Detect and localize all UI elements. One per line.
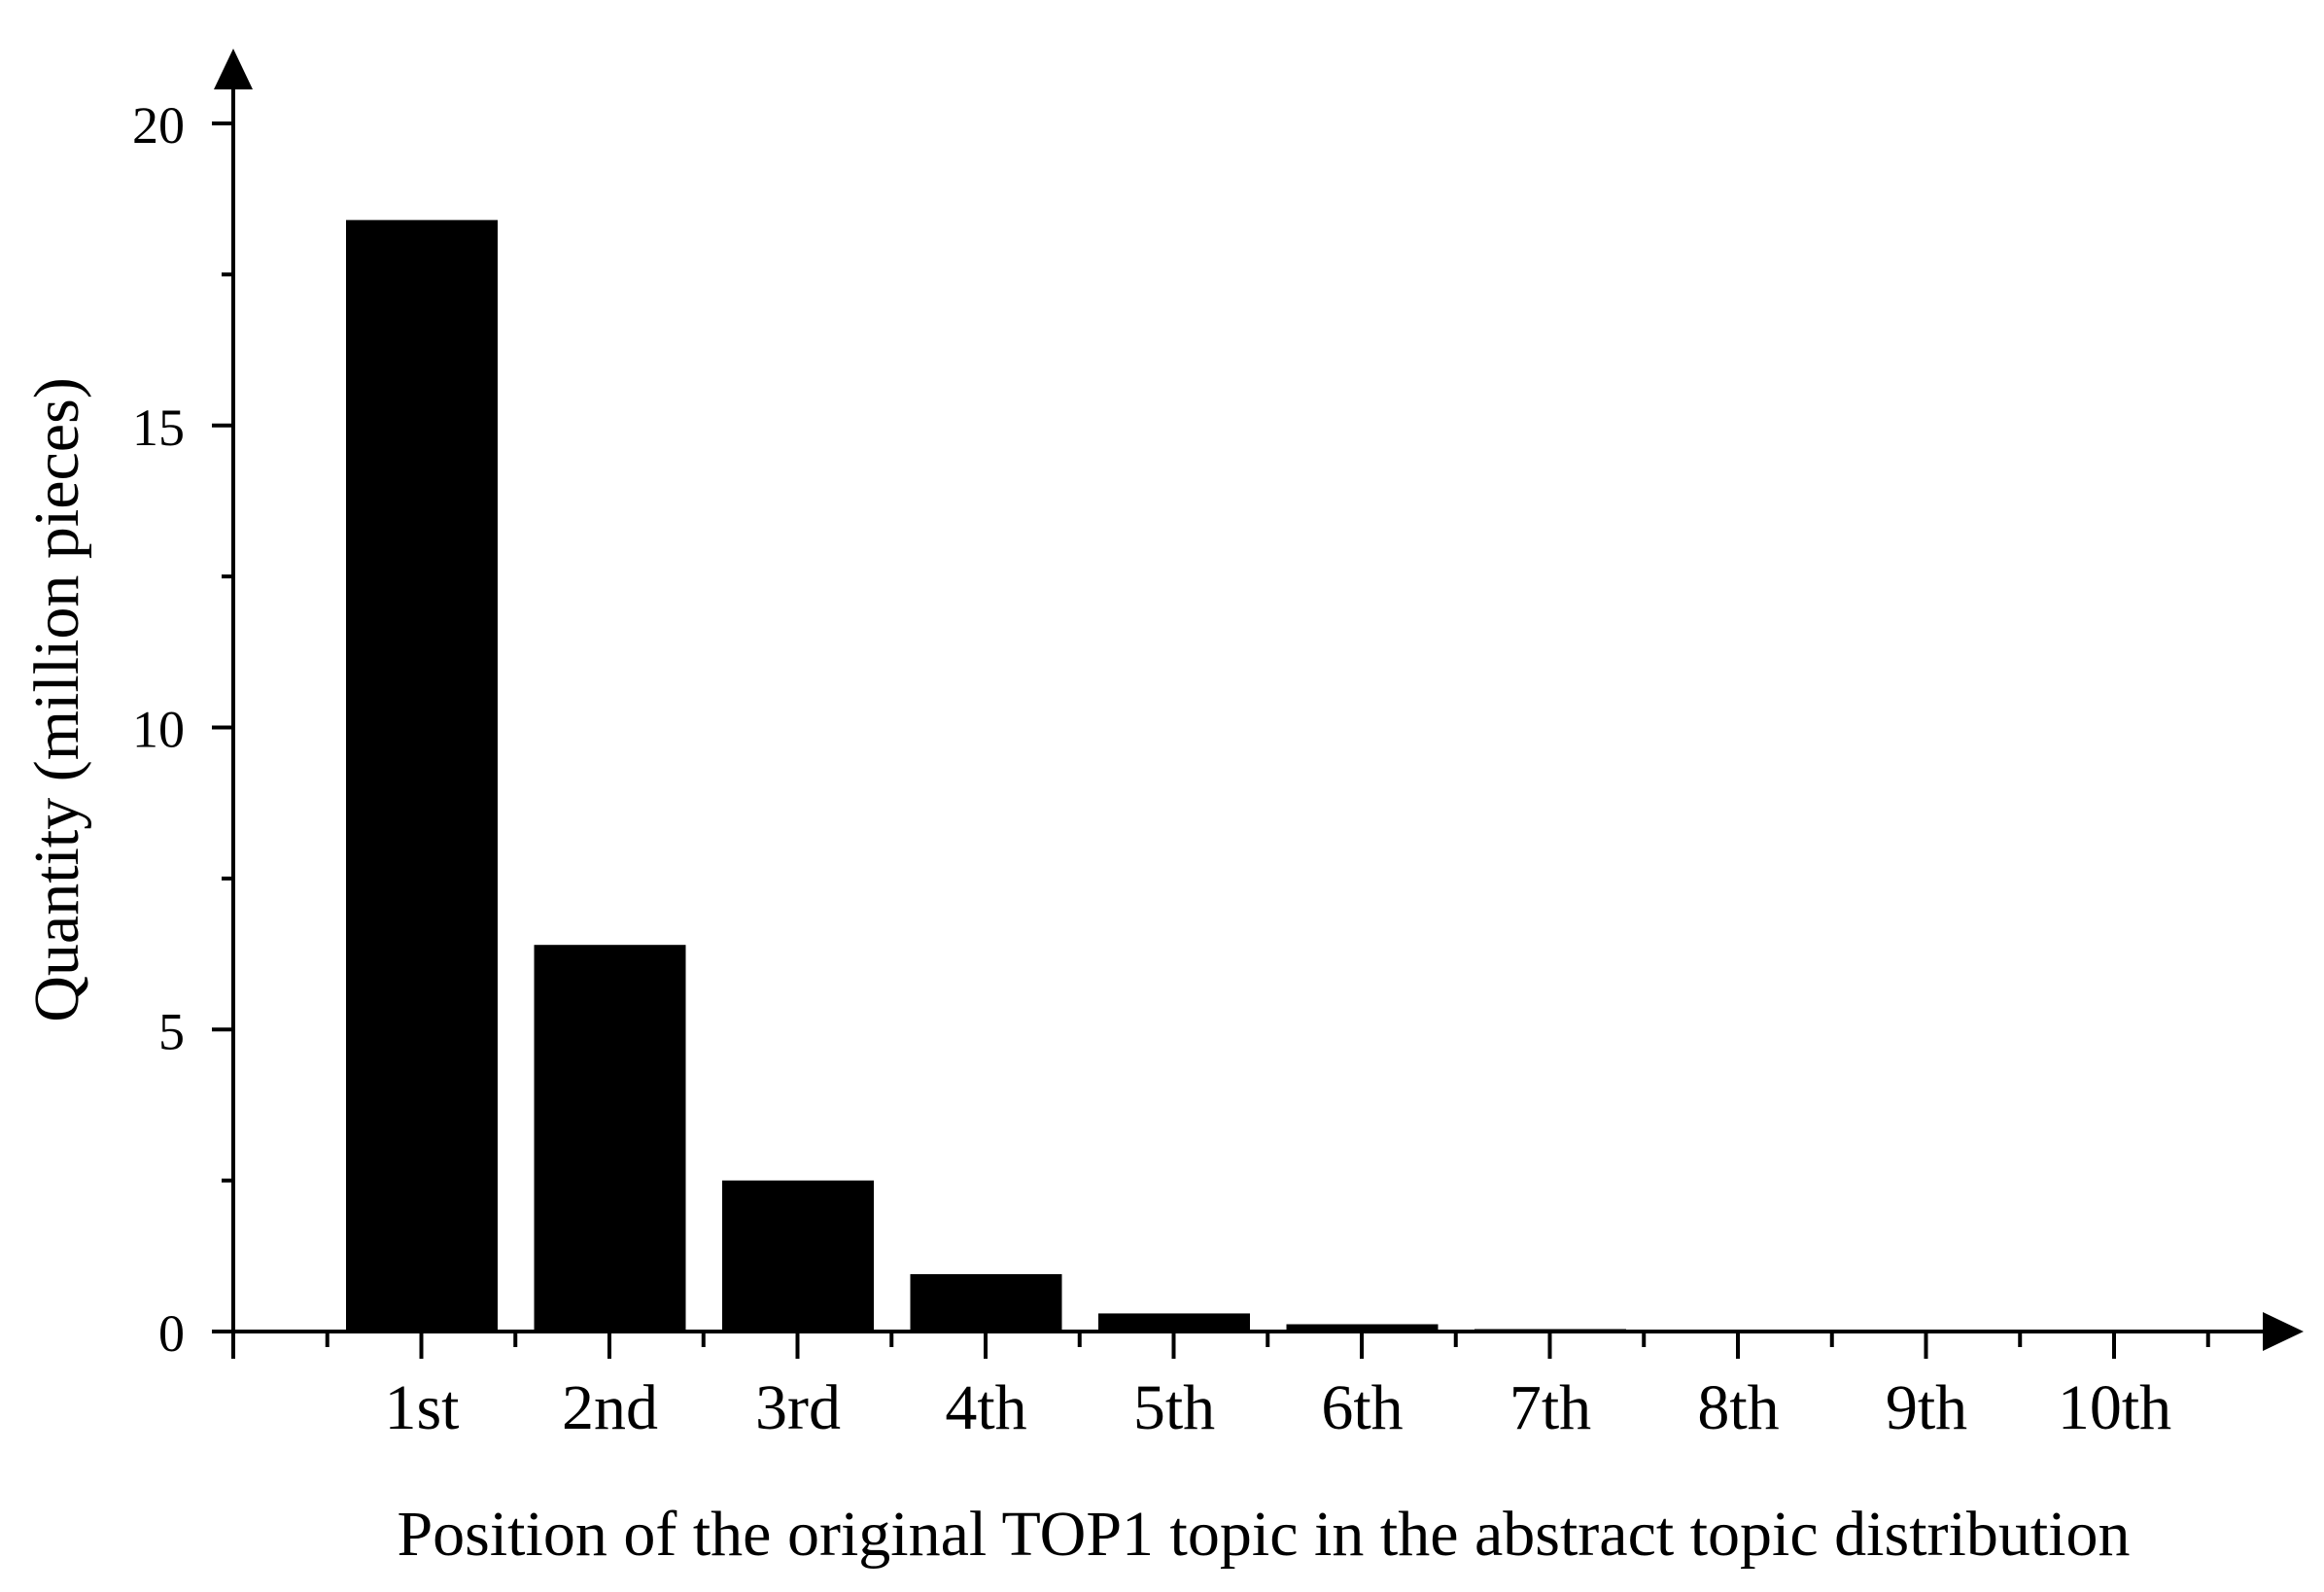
y-axis-arrow-icon bbox=[214, 49, 253, 89]
y-tick-label: 0 bbox=[158, 1304, 185, 1363]
x-axis-label: Position of the original TOP1 topic in t… bbox=[397, 1499, 2130, 1570]
x-tick-label: 8th bbox=[1697, 1372, 1779, 1443]
x-tick-label: 5th bbox=[1133, 1372, 1215, 1443]
bar-2nd bbox=[534, 945, 686, 1332]
x-tick-label: 1st bbox=[384, 1372, 459, 1443]
x-tick-label: 3rd bbox=[755, 1372, 841, 1443]
bar-5th bbox=[1098, 1313, 1250, 1332]
bar-series bbox=[346, 220, 2191, 1332]
bar-1st bbox=[346, 220, 498, 1332]
x-tick-label: 6th bbox=[1321, 1372, 1403, 1443]
y-tick-label: 5 bbox=[158, 1002, 185, 1060]
x-tick-label: 4th bbox=[945, 1372, 1026, 1443]
bar-3rd bbox=[722, 1180, 874, 1332]
x-axis-arrow-icon bbox=[2263, 1312, 2304, 1351]
bar-4th bbox=[910, 1274, 1062, 1332]
y-axis-ticks: 0 5 10 15 20 bbox=[132, 96, 233, 1363]
x-tick-label: 7th bbox=[1509, 1372, 1591, 1443]
y-tick-label: 20 bbox=[132, 96, 185, 155]
y-tick-label: 15 bbox=[132, 398, 185, 457]
x-tick-label: 9th bbox=[1886, 1372, 1967, 1443]
y-axis-label: Quantity (million pieces) bbox=[21, 377, 92, 1022]
y-tick-label: 10 bbox=[132, 701, 185, 759]
x-tick-label: 2nd bbox=[562, 1372, 658, 1443]
x-tick-label: 10th bbox=[2058, 1372, 2171, 1443]
bar-6th bbox=[1286, 1324, 1439, 1332]
x-axis-ticks: 1st 2nd 3rd 4th 5th 6th 7th 8th 9th 10th bbox=[231, 1332, 2210, 1443]
